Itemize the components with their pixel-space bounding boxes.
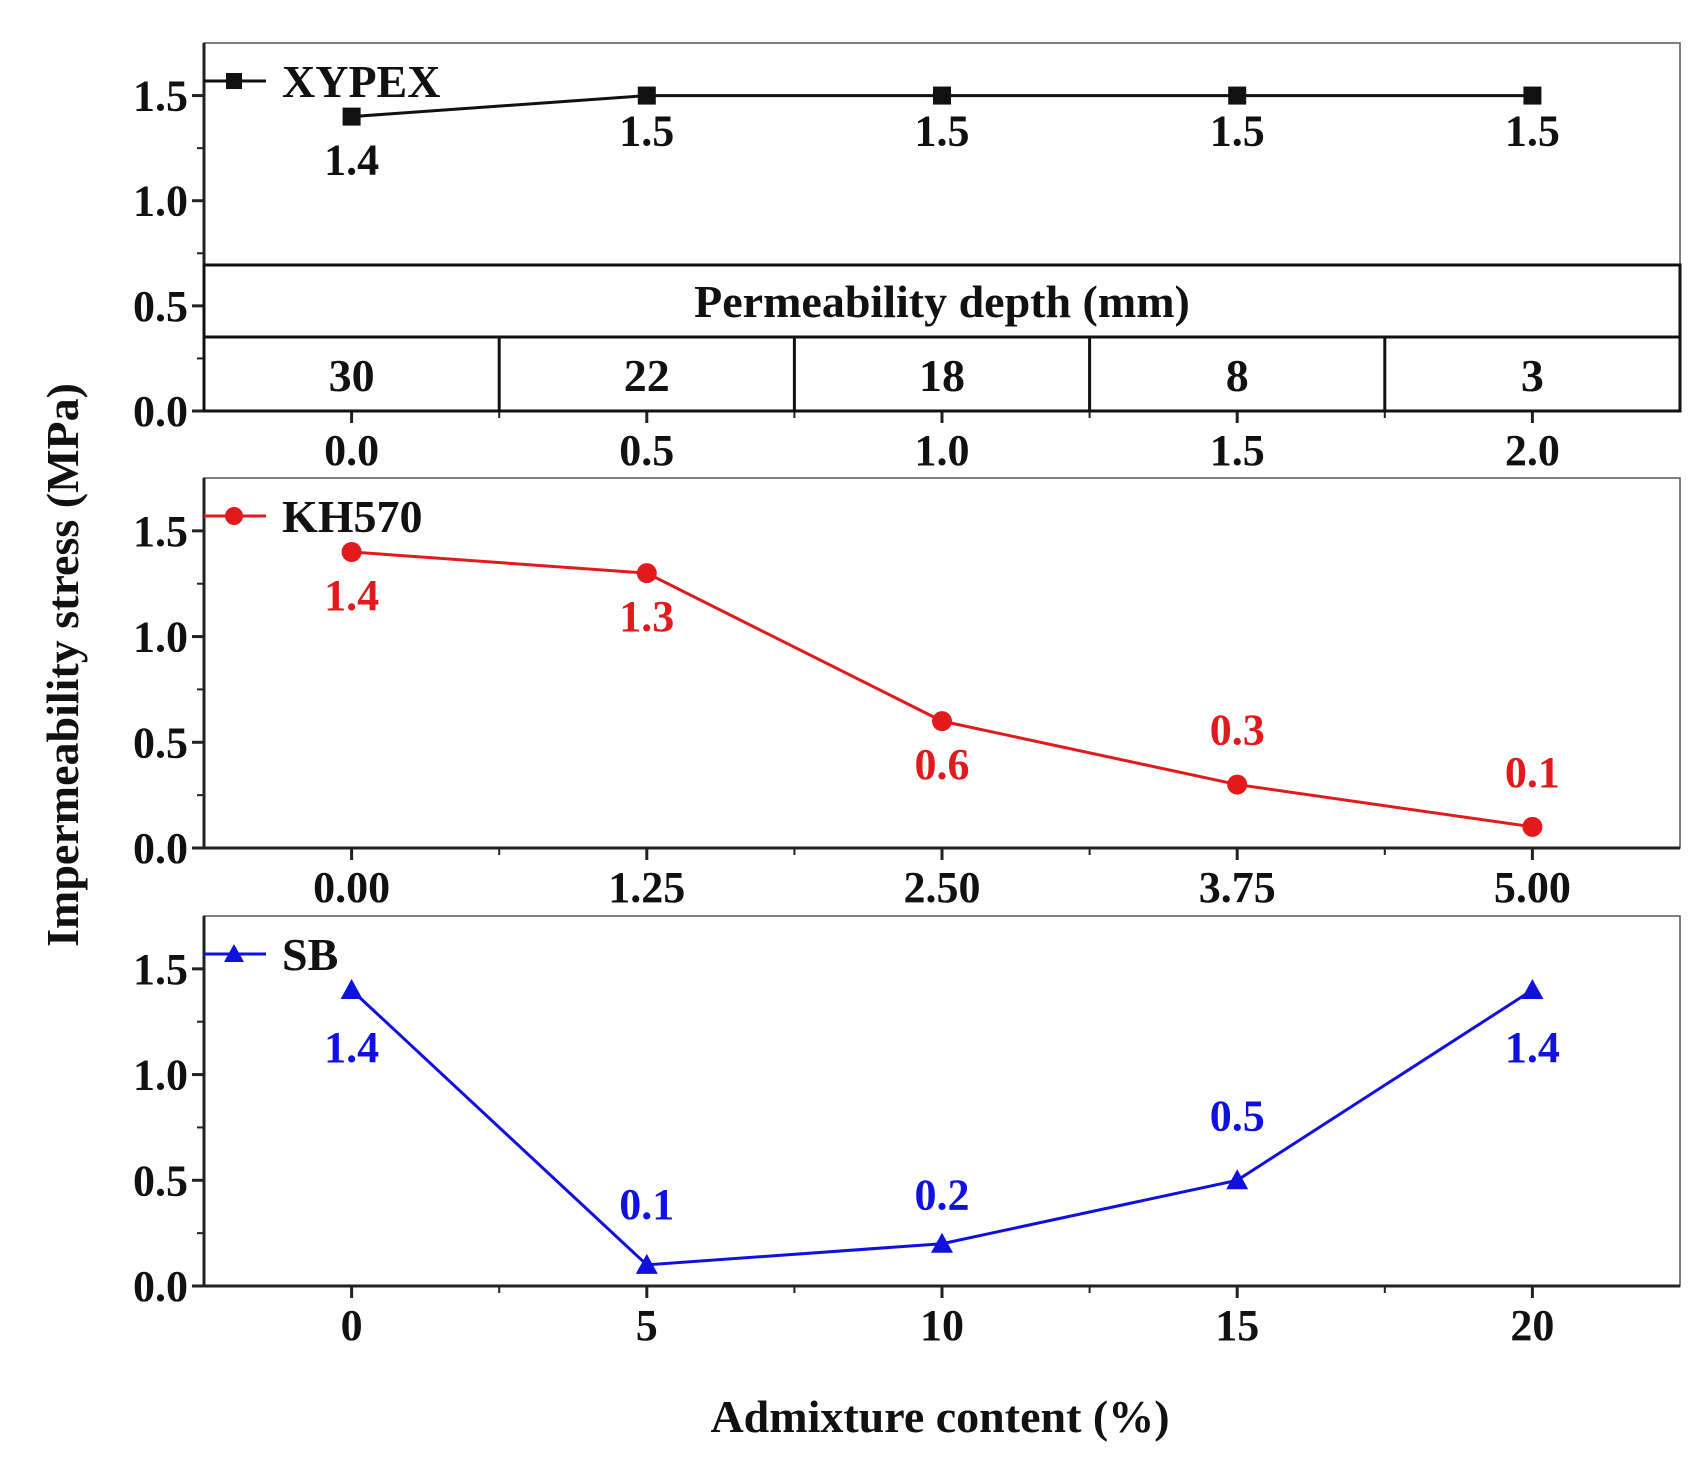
x-tick-label: 20	[1510, 1301, 1554, 1350]
x-tick-label: 5	[636, 1301, 658, 1350]
chart-panel-1: 0.0 0.5 1.0 1.5 0.0 0.5 1.0 1.5 2.0 Permeability …	[133, 42, 1682, 475]
table-cell-value: 3	[1521, 350, 1544, 401]
plot-frame	[203, 915, 1681, 1287]
data-point	[340, 979, 363, 999]
data-point	[341, 542, 362, 562]
y-tick-label: 1.0	[133, 177, 188, 226]
data-label: 1.4	[1505, 1023, 1560, 1072]
data-point	[1523, 86, 1542, 105]
data-point	[1228, 86, 1247, 105]
panels: 0.0 0.5 1.0 1.5 0.0 0.5 1.0 1.5 2.0 Permeability …	[133, 42, 1682, 1350]
y-tick-label: 1.5	[133, 945, 188, 994]
data-label: 1.5	[1505, 107, 1560, 156]
data-point	[1521, 979, 1544, 999]
y-tick-label: 1.5	[133, 507, 188, 556]
x-tick-label: 0.00	[313, 863, 390, 912]
data-label: 1.4	[324, 1023, 379, 1072]
x-tick-label: 15	[1215, 1301, 1259, 1350]
x-tick-label: 2.50	[904, 863, 981, 912]
x-tick-label: 1.5	[1210, 426, 1265, 475]
data-point	[1226, 1169, 1249, 1190]
data-point	[932, 711, 952, 732]
x-tick-label: 2.0	[1505, 426, 1560, 475]
data-label: 1.5	[915, 107, 970, 156]
chart-panel-3: 0.0 0.5 1.0 1.5 0 5 10 15 20 1.4 0.1 0.2 0.5 1.4 SB	[133, 915, 1681, 1350]
data-point	[342, 107, 361, 126]
data-label: 0.2	[915, 1171, 970, 1220]
data-label: 1.5	[619, 107, 674, 156]
chart-panel-2: 0.0 0.5 1.0 1.5 0.00 1.25 2.50 3.75 5.00 1.4 1.3 0.…	[133, 477, 1681, 912]
plot-frame	[203, 477, 1681, 849]
data-point	[931, 1232, 953, 1253]
x-tick-label: 1.0	[915, 426, 970, 475]
y-tick-label: 0.0	[133, 824, 188, 873]
table-title: Permeability depth (mm)	[694, 276, 1190, 327]
data-label: 0.1	[619, 1180, 674, 1229]
y-tick-label: 0.0	[133, 387, 188, 436]
y-tick-label: 1.5	[133, 72, 188, 121]
data-label: 0.5	[1210, 1091, 1265, 1140]
x-tick-label: 1.25	[608, 863, 685, 912]
table-cell-value: 30	[329, 350, 375, 401]
legend-label: SB	[282, 929, 338, 980]
data-label: 0.3	[1210, 706, 1265, 755]
x-tick-label: 0	[341, 1301, 363, 1350]
series-line-sb	[350, 988, 1534, 1267]
data-label: 0.6	[915, 740, 970, 789]
data-point	[933, 86, 951, 105]
data-point	[1522, 816, 1543, 837]
y-tick-label: 0.5	[133, 718, 188, 767]
y-tick-label: 1.0	[133, 613, 188, 662]
y-tick-label: 0.5	[133, 282, 188, 331]
legend-marker	[226, 73, 242, 89]
x-tick-label: 3.75	[1199, 863, 1276, 912]
data-label: 1.4	[324, 571, 379, 620]
x-tick-label: 5.00	[1494, 863, 1571, 912]
data-label: 0.1	[1505, 748, 1560, 797]
data-point	[1227, 774, 1248, 795]
legend-marker	[224, 944, 244, 962]
x-tick-label: 0.0	[324, 426, 379, 475]
x-tick-label: 10	[920, 1301, 964, 1350]
table-cell-value: 22	[624, 350, 670, 401]
legend-marker	[225, 507, 243, 525]
data-label: 1.4	[324, 136, 379, 185]
legend-label: XYPEX	[282, 56, 440, 107]
legend-label: KH570	[282, 491, 423, 542]
y-tick-label: 1.0	[133, 1051, 188, 1100]
y-axis-title: Impermeability stress (MPa)	[37, 383, 88, 947]
x-axis-title: Admixture content (%)	[710, 1391, 1169, 1442]
data-point	[635, 1253, 658, 1274]
data-label: 1.3	[619, 592, 674, 641]
table-cell-value: 8	[1226, 350, 1249, 401]
x-tick-label: 0.5	[619, 426, 674, 475]
y-tick-label: 0.5	[133, 1156, 188, 1205]
data-point	[636, 563, 657, 584]
y-tick-label: 0.0	[133, 1262, 188, 1311]
table-cell-value: 18	[919, 350, 965, 401]
data-label: 1.5	[1210, 107, 1265, 156]
data-point	[637, 86, 656, 105]
